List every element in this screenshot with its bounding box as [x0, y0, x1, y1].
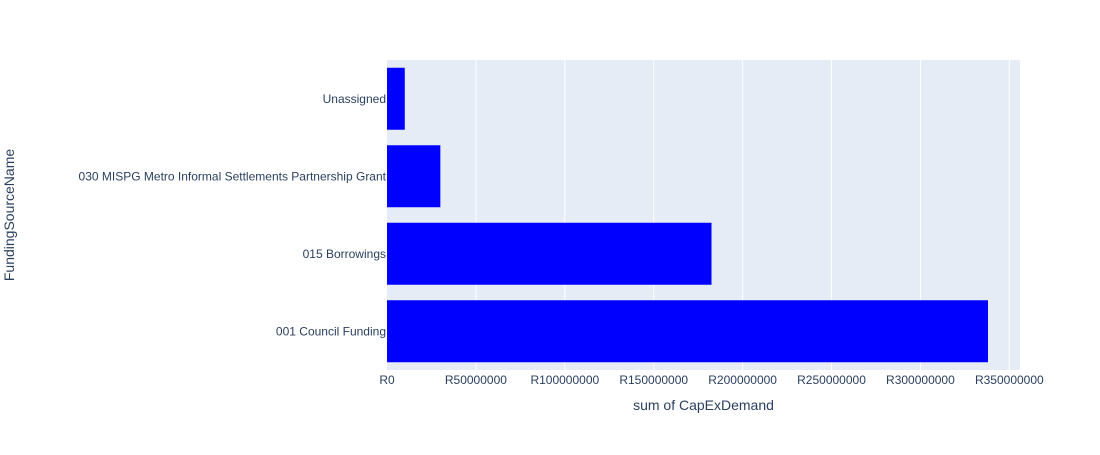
- bar[interactable]: [387, 145, 441, 208]
- bar[interactable]: [387, 222, 712, 285]
- x-tick-label: R150000000: [619, 373, 688, 387]
- bar[interactable]: [387, 67, 405, 130]
- y-axis-title: FundingSourceName: [1, 149, 17, 282]
- x-tick-label: R250000000: [797, 373, 866, 387]
- y-axis-ticks: 001 Council Funding 015 Borrowings 030 MIS…: [79, 92, 387, 339]
- x-tick-label: R100000000: [530, 373, 599, 387]
- x-axis-ticks: R0 R50000000 R100000000 R150000000 R20000000…: [379, 373, 1044, 387]
- x-tick-label: R50000000: [445, 373, 507, 387]
- x-tick-label: R350000000: [975, 373, 1044, 387]
- y-tick-label: 030 MISPG Metro Informal Settlements Par…: [79, 169, 387, 183]
- y-tick-label: 015 Borrowings: [303, 247, 386, 261]
- y-tick-label: 001 Council Funding: [276, 324, 386, 338]
- x-axis-title: sum of CapExDemand: [633, 397, 774, 413]
- x-tick-label: R0: [379, 373, 395, 387]
- x-tick-label: R200000000: [708, 373, 777, 387]
- bar[interactable]: [387, 300, 988, 363]
- bars: [387, 67, 988, 363]
- x-tick-label: R300000000: [886, 373, 955, 387]
- y-tick-label: Unassigned: [323, 92, 386, 106]
